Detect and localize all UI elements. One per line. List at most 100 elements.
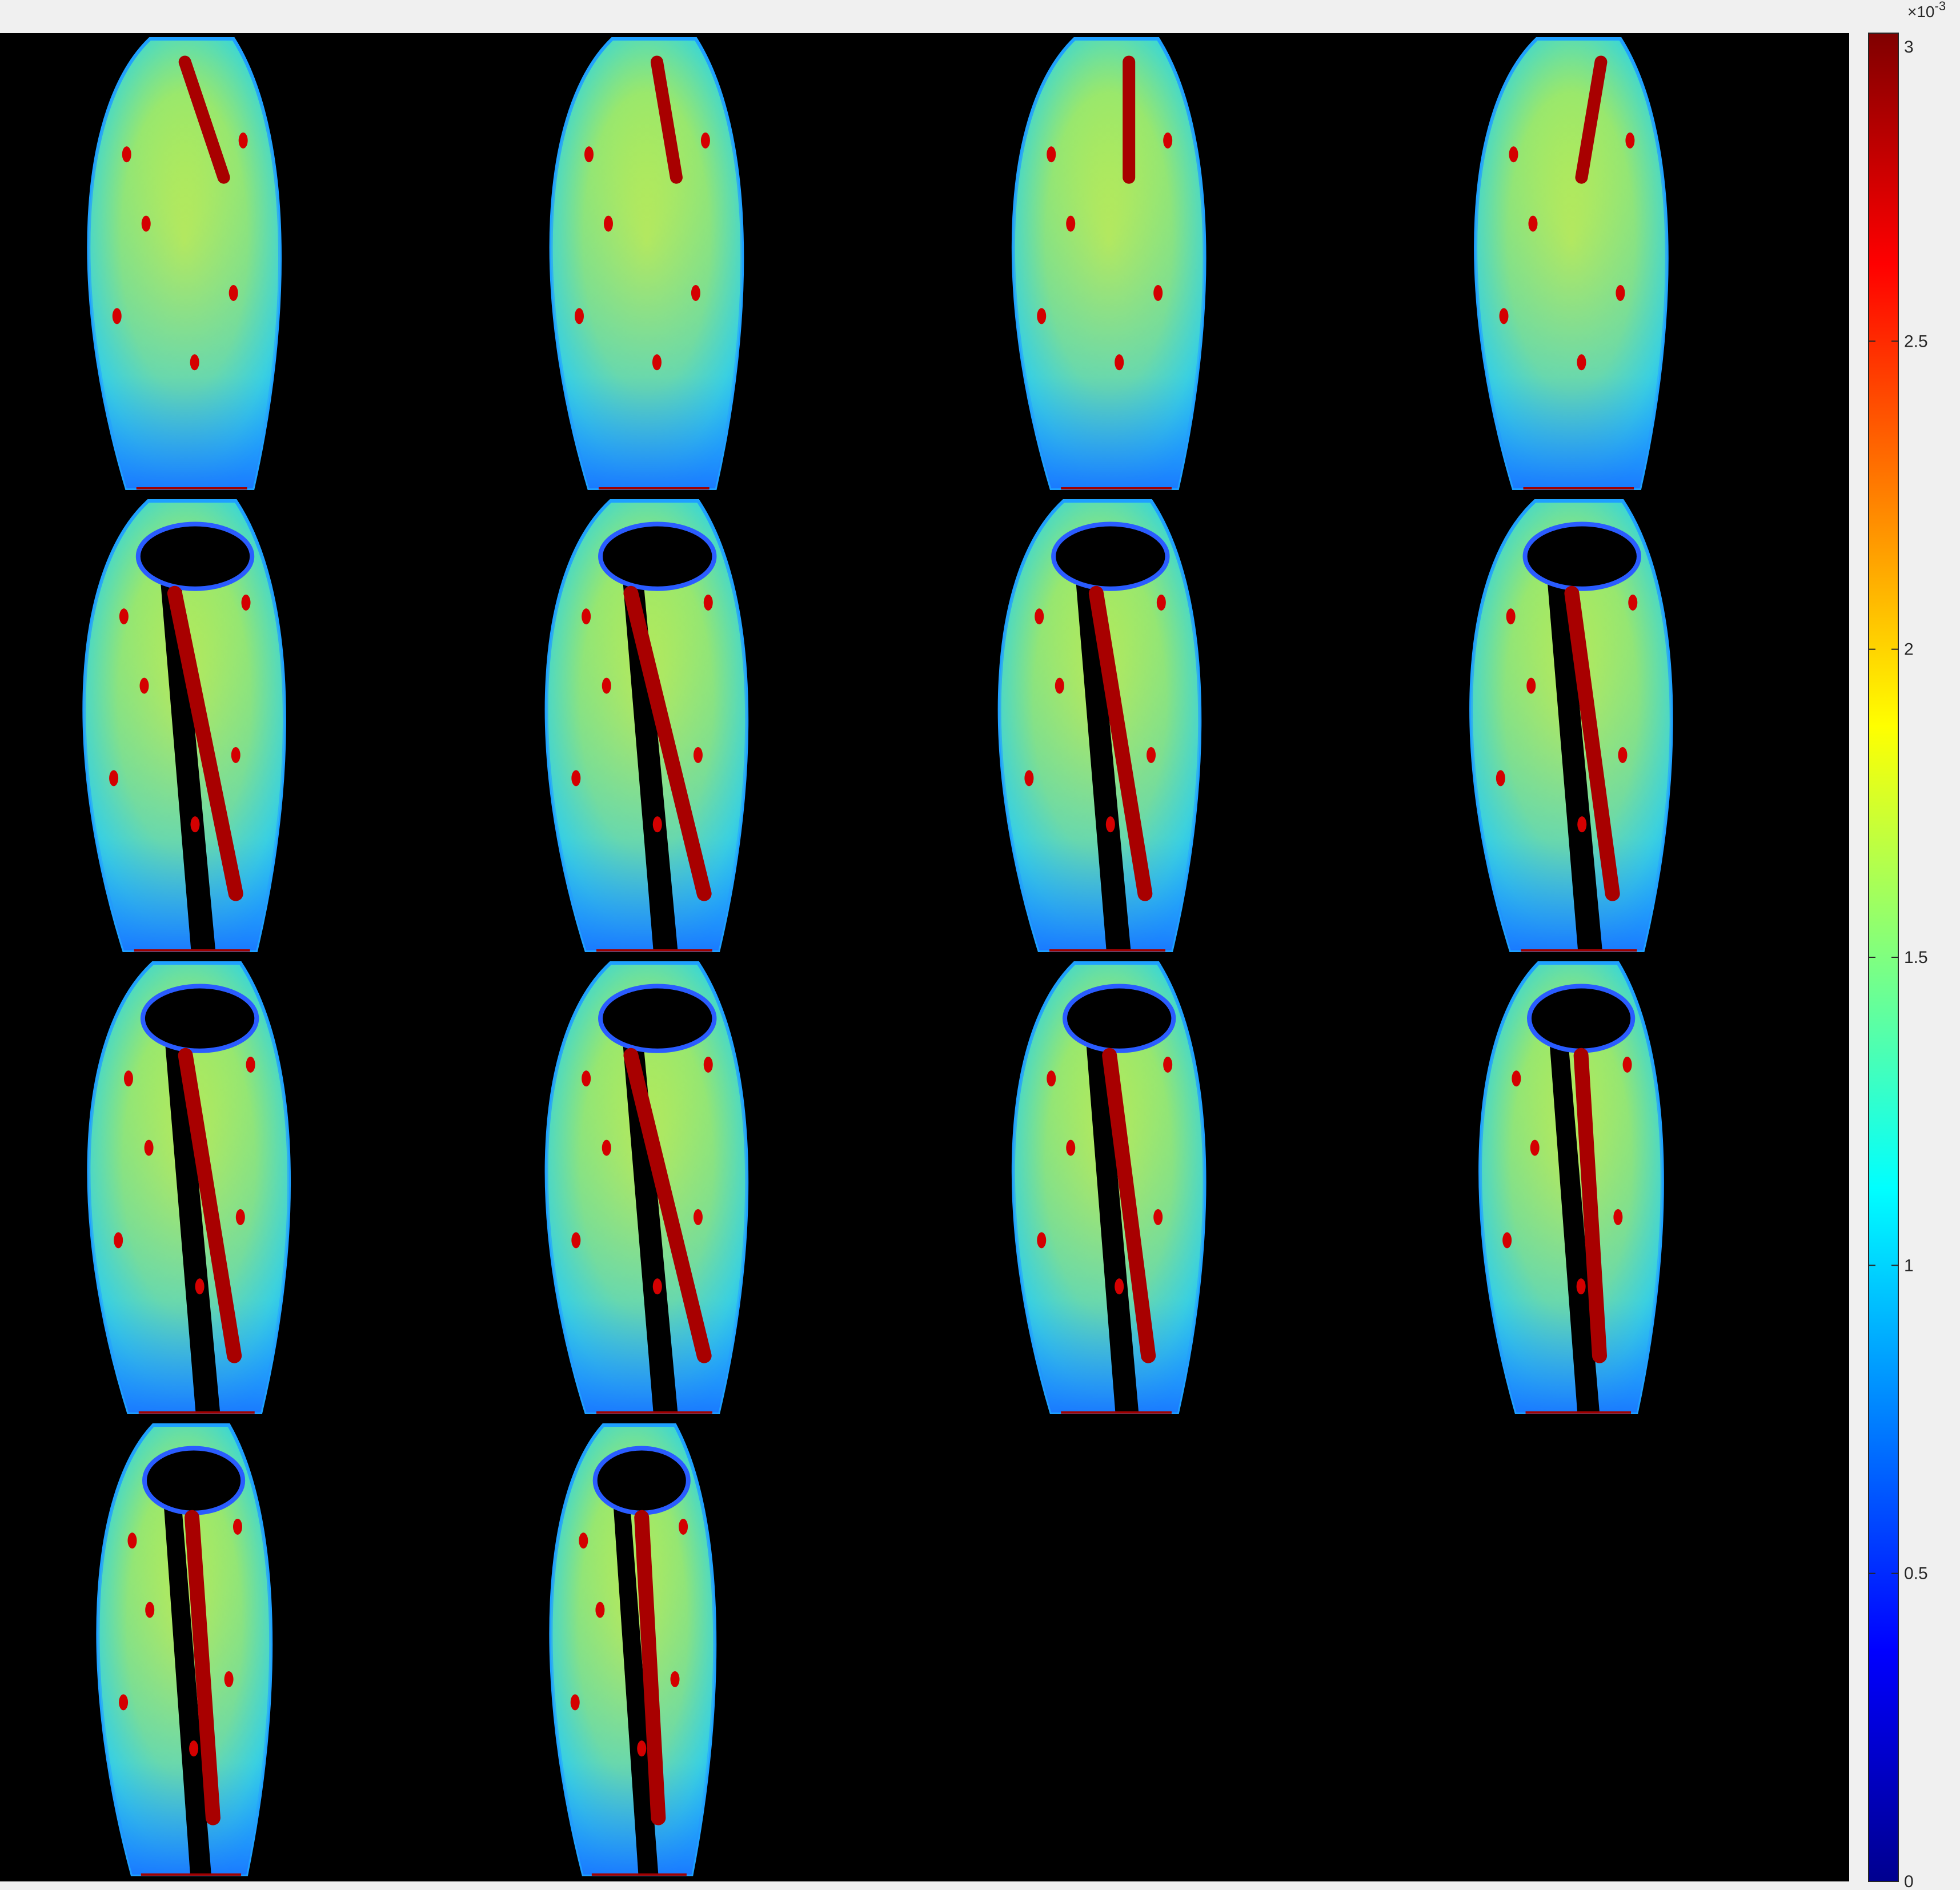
panel-vessel-spot: [109, 770, 119, 787]
panel-vessel-spot: [1153, 1209, 1163, 1225]
montage-panel-4: [1474, 37, 1669, 490]
panel-vessel-spot: [652, 816, 662, 833]
panel-vessel-spot: [1576, 1278, 1586, 1295]
panel-vessel-spot: [652, 1278, 662, 1295]
panel-vessel-spot: [571, 770, 581, 787]
exponent-power: -3: [1935, 0, 1946, 13]
colorbar-tick-label: 1: [1904, 1256, 1914, 1275]
panel-vessel-spot: [1115, 1278, 1124, 1295]
montage-panel-12: [1478, 961, 1664, 1414]
panel-vessel-spot: [1577, 354, 1586, 371]
montage-panel-5: [82, 499, 286, 952]
panel-vessel: [1088, 585, 1153, 901]
panel-vessel-spot: [229, 284, 238, 301]
panel-vessel: [1564, 585, 1620, 901]
panel-vessel-spot: [123, 1070, 133, 1087]
panel-vessel-spot: [241, 594, 251, 611]
montage-panel-8: [1469, 499, 1673, 952]
panel-vessel-spot: [195, 1278, 205, 1295]
panel-vessel-spot: [1526, 677, 1536, 694]
montage-panel-2: [549, 37, 744, 490]
panel-vessel-spot: [190, 816, 200, 833]
colorbar-svg: 0 0.5 1 1.5 2 2.5 3 ×10-3: [1868, 0, 1946, 1890]
panel-gap: [1545, 556, 1602, 950]
panel-vessel-spot: [602, 1139, 611, 1156]
panel-vessel-spot: [1105, 816, 1115, 833]
panel-tissue-shade: [551, 39, 743, 488]
panel-vessel: [1573, 1048, 1608, 1363]
panel-joint: [592, 1446, 691, 1515]
panel-gap: [1073, 556, 1131, 950]
panel-tissue-shade: [1013, 39, 1205, 488]
panel-vessel-spot: [670, 1671, 680, 1687]
panel-vessel-spot: [119, 608, 129, 625]
panel-vessel: [178, 55, 230, 184]
panel-vessel-spot: [122, 146, 131, 163]
colorbar-ticks: 0 0.5 1 1.5 2 2.5 3: [1869, 33, 1928, 1890]
panel-tissue-shade: [1476, 39, 1667, 488]
panel-vessel-spot: [700, 132, 710, 149]
panel-vessel: [634, 1510, 666, 1825]
panel-vessel: [1102, 1048, 1156, 1363]
montage-panel-7: [997, 499, 1202, 952]
panel-gap: [162, 1480, 211, 1875]
panel-joint: [598, 984, 717, 1053]
panel-vessel-spot: [703, 1056, 713, 1073]
panel-joint: [1063, 984, 1176, 1053]
panel-vessel-spot: [582, 608, 591, 625]
panel-vessel-spot: [1066, 215, 1076, 232]
panel-vessel-spot: [145, 1602, 155, 1618]
panel-joint: [142, 1446, 246, 1515]
panel-gap: [611, 1480, 659, 1875]
panel-vessel-spot: [233, 1518, 242, 1535]
panel-vessel-spot: [190, 354, 199, 371]
panel-vessel-spot: [595, 1602, 605, 1618]
panel-joint: [135, 521, 255, 591]
panel-joint: [1051, 521, 1170, 591]
panel-vessel-spot: [1628, 594, 1638, 611]
colorbar-tick-label: 2.5: [1904, 332, 1928, 351]
montage-panel-9: [87, 961, 291, 1414]
panel-vessel-spot: [189, 1740, 199, 1757]
panel-vessel-spot: [1035, 608, 1044, 625]
panel-vessel-spot: [235, 1209, 245, 1225]
panel-vessel: [178, 1048, 242, 1363]
panel-vessel-spot: [1066, 1139, 1076, 1156]
panel-vessel-spot: [1047, 1070, 1056, 1087]
panel-vessel-spot: [231, 747, 241, 763]
panel-vessel-spot: [571, 1232, 581, 1249]
panel-vessel-spot: [1530, 1139, 1540, 1156]
colorbar: 0 0.5 1 1.5 2 2.5 3 ×10-3: [1849, 0, 1960, 1890]
panel-vessel-spot: [1502, 1232, 1512, 1249]
montage-panel-13: [96, 1423, 273, 1876]
image-montage-axes: [0, 33, 1849, 1881]
panel-vessel-spot: [1163, 1056, 1173, 1073]
panel-vessel-spot: [139, 677, 149, 694]
panel-gap: [158, 556, 216, 950]
panel-gap: [163, 1018, 221, 1413]
panel-vessel-spot: [570, 1694, 580, 1711]
panel-vessel-spot: [603, 215, 613, 232]
panel-vessel: [167, 585, 243, 901]
panel-gap: [620, 556, 678, 950]
panel-vessel-spot: [1616, 284, 1625, 301]
montage-panel-6: [544, 499, 749, 952]
panel-vessel-spot: [238, 132, 248, 149]
panel-vessel-spot: [119, 1694, 129, 1711]
montage-svg: [82, 37, 1673, 1876]
colorbar-tick-label: 0.5: [1904, 1564, 1928, 1583]
colorbar-tick-label: 0: [1904, 1872, 1914, 1890]
panel-vessel-spot: [693, 1209, 703, 1225]
panel-vessel-spot: [1115, 354, 1124, 371]
colorbar-tick-label: 1.5: [1904, 948, 1928, 967]
panel-vessel-spot: [1622, 1056, 1632, 1073]
panel-gap: [620, 1018, 678, 1413]
colorbar-tick-label: 2: [1904, 640, 1914, 659]
panel-vessel-spot: [1153, 284, 1163, 301]
panel-vessel-spot: [1512, 1070, 1521, 1087]
panel-vessel-spot: [224, 1671, 234, 1687]
panel-vessel: [623, 1048, 712, 1363]
panel-vessel-spot: [1625, 132, 1635, 149]
panel-vessel-spot: [637, 1740, 647, 1757]
montage-panel-11: [1011, 961, 1207, 1414]
